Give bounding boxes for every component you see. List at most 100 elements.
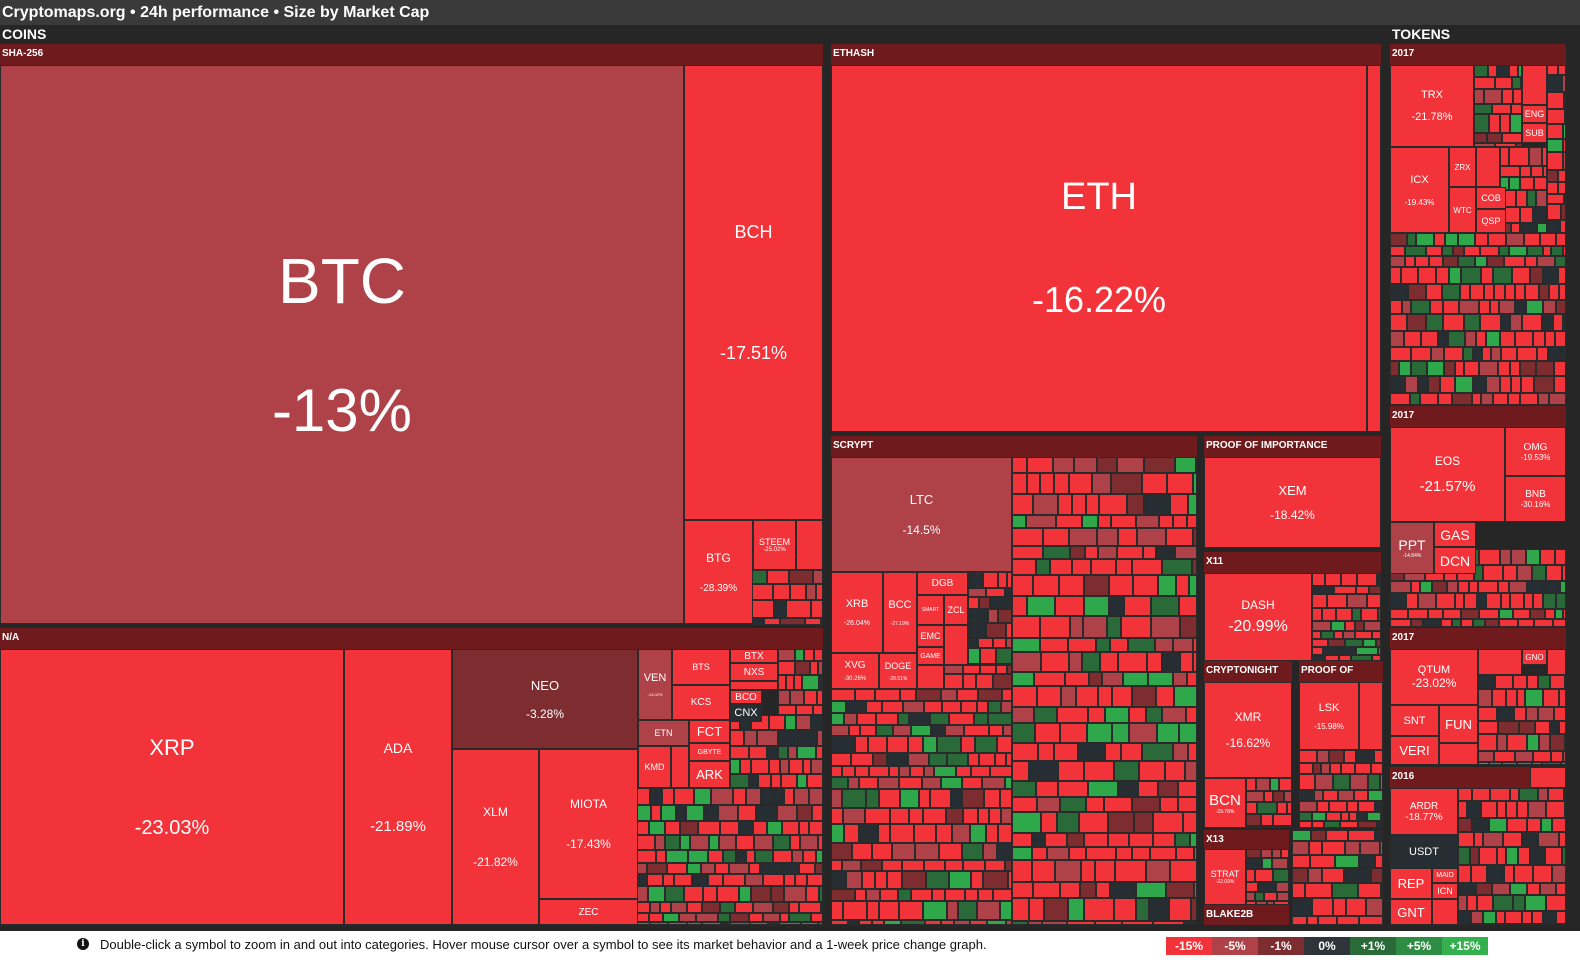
small-coin-tile[interactable] xyxy=(831,860,842,871)
small-coin-tile[interactable] xyxy=(1558,170,1566,182)
small-coin-tile[interactable] xyxy=(1053,457,1074,473)
small-coin-tile[interactable] xyxy=(1537,347,1548,361)
small-coin-tile[interactable] xyxy=(1012,761,1029,781)
small-coin-tile[interactable] xyxy=(930,713,949,725)
small-coin-tile[interactable] xyxy=(1368,774,1380,790)
small-coin-tile[interactable] xyxy=(1377,573,1381,586)
small-coin-tile[interactable] xyxy=(844,713,857,725)
small-coin-tile[interactable] xyxy=(958,901,977,920)
small-coin-tile[interactable] xyxy=(1255,892,1264,901)
small-coin-tile[interactable] xyxy=(977,701,988,713)
small-coin-tile[interactable] xyxy=(794,675,802,690)
small-coin-tile[interactable] xyxy=(1442,246,1453,256)
small-coin-tile[interactable] xyxy=(668,922,687,925)
small-coin-tile[interactable] xyxy=(1169,898,1191,921)
small-coin-tile[interactable] xyxy=(1488,233,1506,246)
small-coin-tile[interactable] xyxy=(1284,826,1292,828)
small-coin-tile[interactable] xyxy=(1507,818,1527,832)
small-coin-tile[interactable] xyxy=(1473,376,1486,393)
small-coin-tile[interactable] xyxy=(1390,361,1399,376)
small-coin-tile[interactable] xyxy=(1478,762,1489,765)
small-coin-tile[interactable] xyxy=(1074,457,1097,473)
small-coin-tile[interactable] xyxy=(1520,393,1538,405)
small-coin-tile[interactable] xyxy=(745,874,763,886)
small-coin-tile[interactable] xyxy=(1272,858,1288,869)
small-coin-tile[interactable] xyxy=(702,922,721,925)
small-coin-tile[interactable] xyxy=(637,863,647,874)
small-coin-tile[interactable] xyxy=(1482,347,1491,361)
small-coin-tile[interactable] xyxy=(986,623,1006,638)
small-coin-tile[interactable] xyxy=(1308,868,1322,883)
mosaic-tokens-2017-a[interactable] xyxy=(1390,233,1566,405)
tile-wtc[interactable]: WTC xyxy=(1449,187,1476,233)
small-coin-tile[interactable] xyxy=(1088,781,1118,797)
tile-qtum[interactable]: QTUM -23.02% xyxy=(1390,649,1478,705)
small-coin-tile[interactable] xyxy=(1458,924,1468,925)
small-coin-tile[interactable] xyxy=(1547,152,1563,170)
small-coin-tile[interactable] xyxy=(1079,812,1108,833)
small-coin-tile[interactable] xyxy=(1069,847,1086,860)
small-coin-tile[interactable] xyxy=(813,705,823,715)
tile-gbyte[interactable]: GBYTE xyxy=(689,743,730,761)
small-coin-tile[interactable] xyxy=(1510,883,1527,895)
tile-dcn[interactable]: DCN xyxy=(1434,547,1476,574)
small-coin-tile[interactable] xyxy=(821,618,823,625)
small-coin-tile[interactable] xyxy=(1553,619,1566,627)
small-coin-tile[interactable] xyxy=(650,788,662,805)
small-coin-tile[interactable] xyxy=(1516,143,1522,147)
small-coin-tile[interactable] xyxy=(1011,843,1012,860)
small-coin-tile[interactable] xyxy=(932,889,945,901)
small-coin-tile[interactable] xyxy=(1390,593,1406,609)
small-coin-tile[interactable] xyxy=(648,886,665,902)
tile-cob[interactable]: COB xyxy=(1476,187,1506,209)
small-coin-tile[interactable] xyxy=(1175,833,1190,847)
small-coin-tile[interactable] xyxy=(1150,847,1176,860)
tile-etn[interactable]: ETN xyxy=(638,720,689,746)
small-coin-tile[interactable] xyxy=(1509,147,1529,166)
small-coin-tile[interactable] xyxy=(997,843,1011,860)
small-coin-tile[interactable] xyxy=(993,638,1006,648)
mosaic-na-right[interactable] xyxy=(730,715,823,788)
small-coin-tile[interactable] xyxy=(1027,473,1040,494)
mosaic-scrypt-lower[interactable] xyxy=(831,689,1012,925)
small-coin-tile[interactable] xyxy=(818,922,823,925)
small-coin-tile[interactable] xyxy=(1279,778,1292,791)
small-coin-tile[interactable] xyxy=(1347,594,1367,608)
small-coin-tile[interactable] xyxy=(965,889,978,901)
tile-bco[interactable]: BCO xyxy=(730,690,762,704)
small-coin-tile[interactable] xyxy=(760,863,781,874)
small-coin-tile[interactable] xyxy=(1487,865,1504,883)
small-coin-tile[interactable] xyxy=(811,913,823,922)
small-coin-tile[interactable] xyxy=(1508,393,1520,405)
small-coin-tile[interactable] xyxy=(1565,734,1566,751)
small-coin-tile[interactable] xyxy=(1480,246,1499,256)
small-coin-tile[interactable] xyxy=(1426,314,1443,331)
small-coin-tile[interactable] xyxy=(1041,652,1069,672)
small-coin-tile[interactable] xyxy=(859,777,878,789)
small-coin-tile[interactable] xyxy=(931,725,945,736)
small-coin-tile[interactable] xyxy=(1255,869,1273,882)
small-coin-tile[interactable] xyxy=(1118,781,1138,797)
small-coin-tile[interactable] xyxy=(784,886,806,902)
small-coin-tile[interactable] xyxy=(1180,652,1193,672)
small-coin-tile[interactable] xyxy=(1561,347,1566,361)
tile-miota[interactable]: MIOTA -17.43% xyxy=(539,749,638,899)
small-coin-tile[interactable] xyxy=(1183,812,1197,833)
small-coin-tile[interactable] xyxy=(976,674,993,689)
small-coin-tile[interactable] xyxy=(1565,801,1566,818)
small-coin-tile[interactable] xyxy=(650,922,668,925)
small-coin-tile[interactable] xyxy=(1485,619,1499,627)
tile-btc[interactable]: BTC -13% xyxy=(0,65,684,624)
small-coin-tile[interactable] xyxy=(763,913,780,922)
small-coin-tile[interactable] xyxy=(983,843,997,860)
small-coin-tile[interactable] xyxy=(1464,361,1479,376)
small-coin-tile[interactable] xyxy=(1153,921,1184,925)
small-coin-tile[interactable] xyxy=(1436,593,1455,609)
small-coin-tile[interactable] xyxy=(1411,361,1427,376)
small-coin-tile[interactable] xyxy=(1418,267,1436,284)
small-coin-tile[interactable] xyxy=(1506,847,1518,865)
small-coin-tile[interactable] xyxy=(1178,781,1197,797)
small-coin-tile[interactable] xyxy=(1084,596,1109,616)
small-coin-tile[interactable] xyxy=(1012,812,1041,833)
small-coin-tile[interactable] xyxy=(1055,860,1081,882)
